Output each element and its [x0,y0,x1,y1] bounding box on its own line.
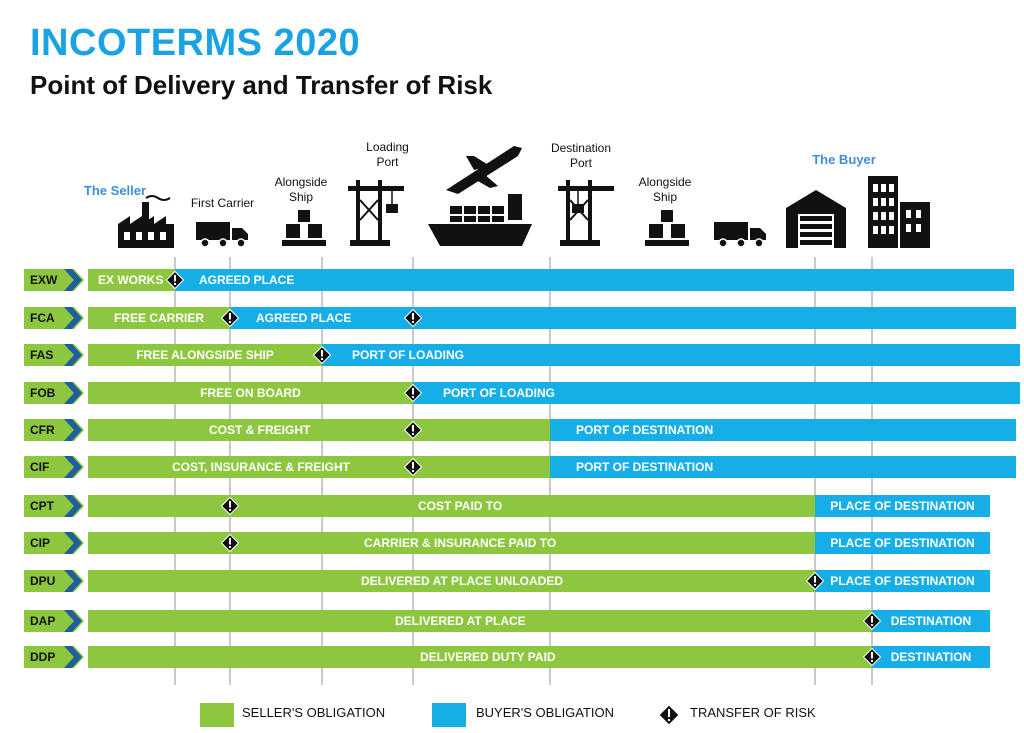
seller-obligation-bar: FREE CARRIER [88,307,230,329]
seller-obligation-bar: DELIVERED DUTY PAID [88,646,872,668]
term-row-fas: PORT OF LOADING FREE ALONGSIDE SHIP FAS [24,344,1020,366]
buyer-obligation-bar: PORT OF DESTINATION [550,419,1016,441]
transfer-of-risk-diamond-icon [221,534,239,552]
location-label-buyer: The Buyer [812,152,876,167]
warehouse-icon [786,190,846,248]
truck-icon [714,222,766,248]
chevron-right-icon [62,532,84,554]
legend-buyer-label: BUYER'S OBLIGATION [476,705,615,720]
term-code-label: EXW [24,269,72,291]
seller-obligation-bar: DELIVERED AT PLACE [88,610,872,632]
term-row-cfr: PORT OF DESTINATION COST & FREIGHT CFR [24,419,1016,441]
legend-buyer-swatch [432,703,466,727]
term-code-label: CIP [24,532,72,554]
buyer-obligation-bar: AGREED PLACE [175,269,1014,291]
buyer-obligation-bar: PLACE OF DESTINATION [815,532,990,554]
ship-and-plane-icon [428,146,532,246]
buyer-obligation-bar: PORT OF LOADING [413,382,1020,404]
chevron-right-icon [62,570,84,592]
truck-icon [196,222,248,248]
transfer-of-risk-diamond-icon [221,497,239,515]
term-row-exw: AGREED PLACE EX WORKS EXW [24,269,1014,291]
chevron-right-icon [62,456,84,478]
chevron-right-icon [62,495,84,517]
location-label-alongside-ship-origin: Alongside Ship [274,175,328,204]
term-code-label: CPT [24,495,72,517]
term-code-label: CFR [24,419,72,441]
term-code-label: DPU [24,570,72,592]
legend-seller-swatch [200,703,234,727]
term-row-cpt: PLACE OF DESTINATION COST PAID TO CPT [24,495,990,517]
location-label-loading-port: Loading Port [366,140,409,169]
chevron-right-icon [62,269,84,291]
term-row-cip: PLACE OF DESTINATION CARRIER & INSURANCE… [24,532,990,554]
legend-seller-label: SELLER'S OBLIGATION [242,705,386,720]
transfer-of-risk-diamond-icon [806,572,824,590]
chevron-right-icon [62,419,84,441]
buildings-icon [868,176,930,248]
seller-obligation-bar: COST, INSURANCE & FREIGHT [88,456,550,478]
seller-obligation-bar: CARRIER & INSURANCE PAID TO [88,532,815,554]
chevron-right-icon [62,307,84,329]
chevron-right-icon [62,382,84,404]
term-code-label: FCA [24,307,72,329]
seller-obligation-bar: EX WORKS [88,269,175,291]
location-label-first-carrier: First Carrier [190,196,255,210]
chevron-right-icon [62,610,84,632]
transfer-of-risk-diamond-icon [313,346,331,364]
transfer-of-risk-diamond-icon [863,612,881,630]
port-crane-icon [558,180,614,246]
port-crane-icon [348,180,404,246]
cargo-boxes-icon [645,210,689,246]
transfer-of-risk-diamond-icon [404,384,422,402]
buyer-obligation-bar: AGREED PLACE [230,307,1016,329]
transfer-of-risk-diamond-icon [221,309,239,327]
transfer-of-risk-diamond-icon [404,458,422,476]
term-code-label: FAS [24,344,72,366]
term-code-label: FOB [24,382,72,404]
term-row-fob: PORT OF LOADING FREE ON BOARD FOB [24,382,1020,404]
term-row-dap: DESTINATION DELIVERED AT PLACE DAP [24,610,990,632]
seller-obligation-bar: FREE ALONGSIDE SHIP [88,344,322,366]
seller-obligation-bar: DELIVERED AT PLACE UNLOADED [88,570,815,592]
chevron-right-icon [62,344,84,366]
chevron-right-icon [62,646,84,668]
page-title: INCOTERMS 2020 [30,22,361,64]
buyer-obligation-bar: PLACE OF DESTINATION [815,570,990,592]
term-code-label: CIF [24,456,72,478]
location-label-seller: The Seller [83,183,147,198]
buyer-obligation-bar: PLACE OF DESTINATION [815,495,990,517]
transfer-of-risk-diamond-icon [658,704,680,726]
transfer-of-risk-diamond-icon [863,648,881,666]
transfer-of-risk-diamond-icon [404,421,422,439]
term-code-label: DDP [24,646,72,668]
cargo-boxes-icon [282,210,326,246]
location-label-destination-port: Destination Port [550,141,612,170]
seller-obligation-bar: COST PAID TO [88,495,815,517]
term-row-dpu: PLACE OF DESTINATION DELIVERED AT PLACE … [24,570,990,592]
page-subtitle: Point of Delivery and Transfer of Risk [30,70,493,100]
location-label-alongside-ship-destination: Alongside Ship [638,175,692,204]
term-row-ddp: DESTINATION DELIVERED DUTY PAID DDP [24,646,990,668]
term-row-fca: AGREED PLACE FREE CARRIER FCA [24,307,1016,329]
term-row-cif: PORT OF DESTINATION COST, INSURANCE & FR… [24,456,1016,478]
buyer-obligation-bar: PORT OF LOADING [322,344,1020,366]
transfer-of-risk-diamond-icon [404,309,422,327]
seller-obligation-bar: FREE ON BOARD [88,382,413,404]
buyer-obligation-bar: DESTINATION [872,646,990,668]
transfer-of-risk-diamond-icon [166,271,184,289]
term-code-label: DAP [24,610,72,632]
factory-icon [118,195,174,248]
seller-obligation-bar: COST & FREIGHT [88,419,550,441]
buyer-obligation-bar: PORT OF DESTINATION [550,456,1016,478]
legend-risk-label: TRANSFER OF RISK [690,705,816,720]
buyer-obligation-bar: DESTINATION [872,610,990,632]
